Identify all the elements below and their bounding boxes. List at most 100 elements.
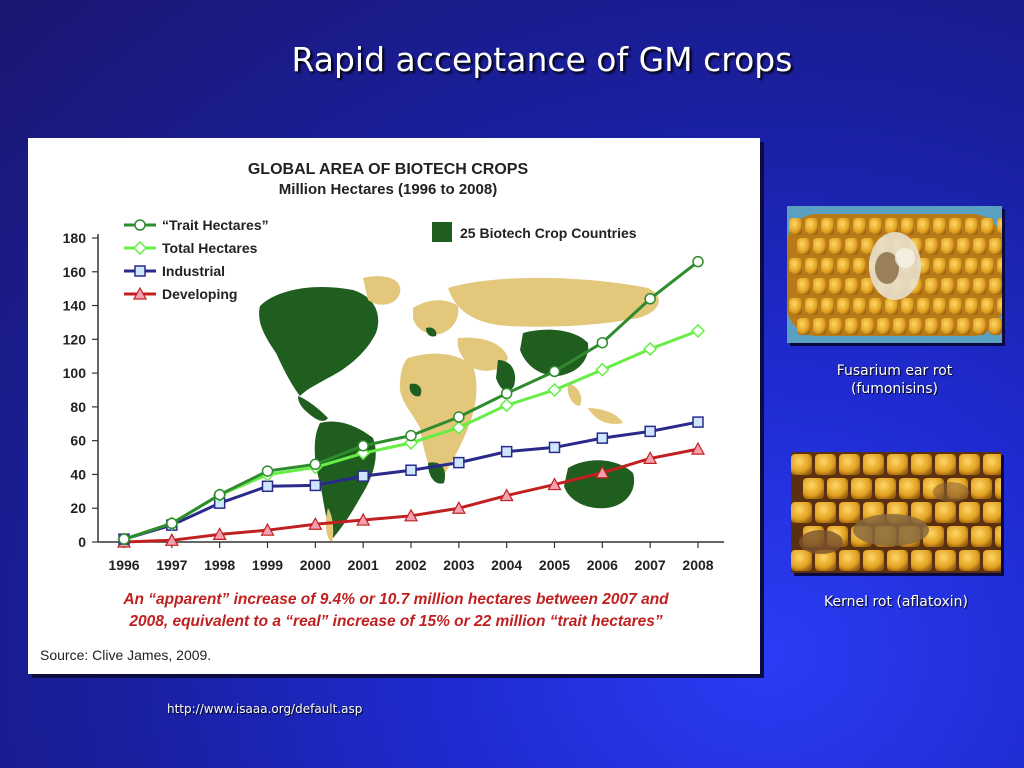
x-tick-label: 2005: [539, 557, 570, 573]
corn-kernel: [869, 218, 882, 235]
corn-kernel: [805, 298, 818, 315]
corn-kernel: [887, 550, 908, 571]
annotation-line-1: An “apparent” increase of 9.4% or 10.7 m…: [122, 591, 669, 608]
corn-kernel: [917, 298, 930, 315]
corn-kernel: [839, 550, 860, 571]
corn-kernel: [959, 454, 980, 475]
data-point: [261, 465, 274, 477]
y-tick-label: 140: [63, 298, 87, 314]
data-point: [403, 508, 419, 522]
corn-kernel: [981, 218, 994, 235]
y-tick-label: 180: [63, 230, 87, 246]
fusarium-caption-line-1: Fusarium ear rot: [836, 363, 953, 379]
corn-kernel: [957, 318, 970, 335]
corn-kernel: [815, 454, 836, 475]
corn-kernel: [989, 318, 1002, 335]
corn-kernel: [861, 238, 874, 255]
data-point: [500, 387, 513, 400]
y-tick-label: 160: [63, 264, 87, 280]
corn-kernel: [791, 550, 812, 571]
corn-kernel: [839, 502, 860, 523]
corn-kernel: [935, 550, 956, 571]
corn-kernel: [885, 218, 898, 235]
chart-series: [116, 255, 706, 548]
corn-kernel: [837, 218, 850, 235]
data-point: [260, 522, 275, 536]
corn-kernel: [893, 318, 906, 335]
corn-kernel: [981, 298, 994, 315]
fusarium-caption: Fusarium ear rot (fumonisins): [787, 362, 1002, 398]
corn-kernel: [941, 278, 954, 295]
x-tick-label: 1997: [156, 557, 187, 573]
corn-kernel: [949, 298, 962, 315]
corn-kernel: [933, 218, 946, 235]
corn-kernel: [949, 218, 962, 235]
data-point: [357, 439, 369, 452]
chart-source: Source: Clive James, 2009.: [40, 647, 211, 663]
data-point: [403, 435, 419, 450]
y-tick-label: 20: [70, 500, 86, 516]
corn-kernel: [901, 218, 914, 235]
corn-kernel: [789, 218, 802, 235]
corn-kernel: [863, 550, 884, 571]
corn-kernel: [941, 238, 954, 255]
corn-kernel: [837, 258, 850, 275]
corn-kernel: [997, 258, 1010, 275]
corn-kernel: [947, 526, 968, 547]
corn-kernel: [973, 278, 986, 295]
source-url-link[interactable]: http://www.isaaa.org/default.asp: [167, 702, 363, 716]
corn-kernel: [997, 298, 1010, 315]
corn-kernel: [805, 258, 818, 275]
kernel-rot-caption-line-1: Kernel rot (aflatoxin): [824, 594, 968, 610]
corn-kernel: [971, 526, 992, 547]
corn-kernel: [815, 550, 836, 571]
data-point: [166, 517, 178, 530]
data-point: [453, 456, 465, 469]
data-point: [118, 533, 130, 545]
map-legend: 25 Biotech Crop Countries: [432, 222, 637, 242]
chart-axes: 0 20 40 60 80 100 120 140 160 180 1996 1997 1998 1999…: [63, 230, 724, 573]
corn-kernel: [815, 502, 836, 523]
corn-kernel: [941, 318, 954, 335]
data-point: [644, 293, 656, 305]
corn-kernel: [821, 298, 834, 315]
corn-kernel: [845, 238, 858, 255]
data-point: [308, 517, 323, 530]
data-point: [499, 488, 514, 502]
corn-kernel: [965, 258, 978, 275]
corn-kernel: [989, 238, 1002, 255]
corn-kernel: [957, 278, 970, 295]
data-point: [500, 445, 513, 458]
corn-kernel: [877, 318, 890, 335]
y-tick-label: 40: [70, 466, 86, 482]
data-point: [643, 451, 658, 464]
corn-kernel: [863, 454, 884, 475]
corn-kernel: [845, 278, 858, 295]
x-tick-label: 2007: [635, 557, 666, 573]
legend-label-total-hectares: Total Hectares: [162, 240, 258, 256]
corn-kernel: [983, 550, 1004, 571]
corn-kernel: [899, 478, 920, 499]
chart-title: GLOBAL AREA OF BIOTECH CROPS: [248, 161, 529, 178]
corn-kernel: [959, 502, 980, 523]
corn-kernel: [829, 318, 842, 335]
corn-kernel: [925, 278, 938, 295]
data-point: [595, 362, 610, 377]
corn-kernel: [973, 238, 986, 255]
corn-ear-kernel-rot-icon: [791, 452, 1016, 573]
corn-kernel: [853, 218, 866, 235]
x-tick-label: 1996: [108, 557, 139, 573]
data-point: [356, 512, 371, 526]
y-tick-label: 80: [70, 399, 86, 415]
data-point: [453, 411, 465, 423]
x-tick-label: 1998: [204, 557, 235, 573]
data-point: [692, 255, 704, 268]
kernel-rot-photo: [791, 452, 1016, 573]
corn-kernel: [911, 550, 932, 571]
data-point: [405, 464, 417, 476]
legend-item-industrial: Industrial: [124, 263, 225, 279]
slide-title: Rapid acceptance of GM crops: [291, 40, 793, 79]
corn-kernel: [965, 218, 978, 235]
data-point: [356, 446, 371, 461]
corn-kernel: [909, 318, 922, 335]
